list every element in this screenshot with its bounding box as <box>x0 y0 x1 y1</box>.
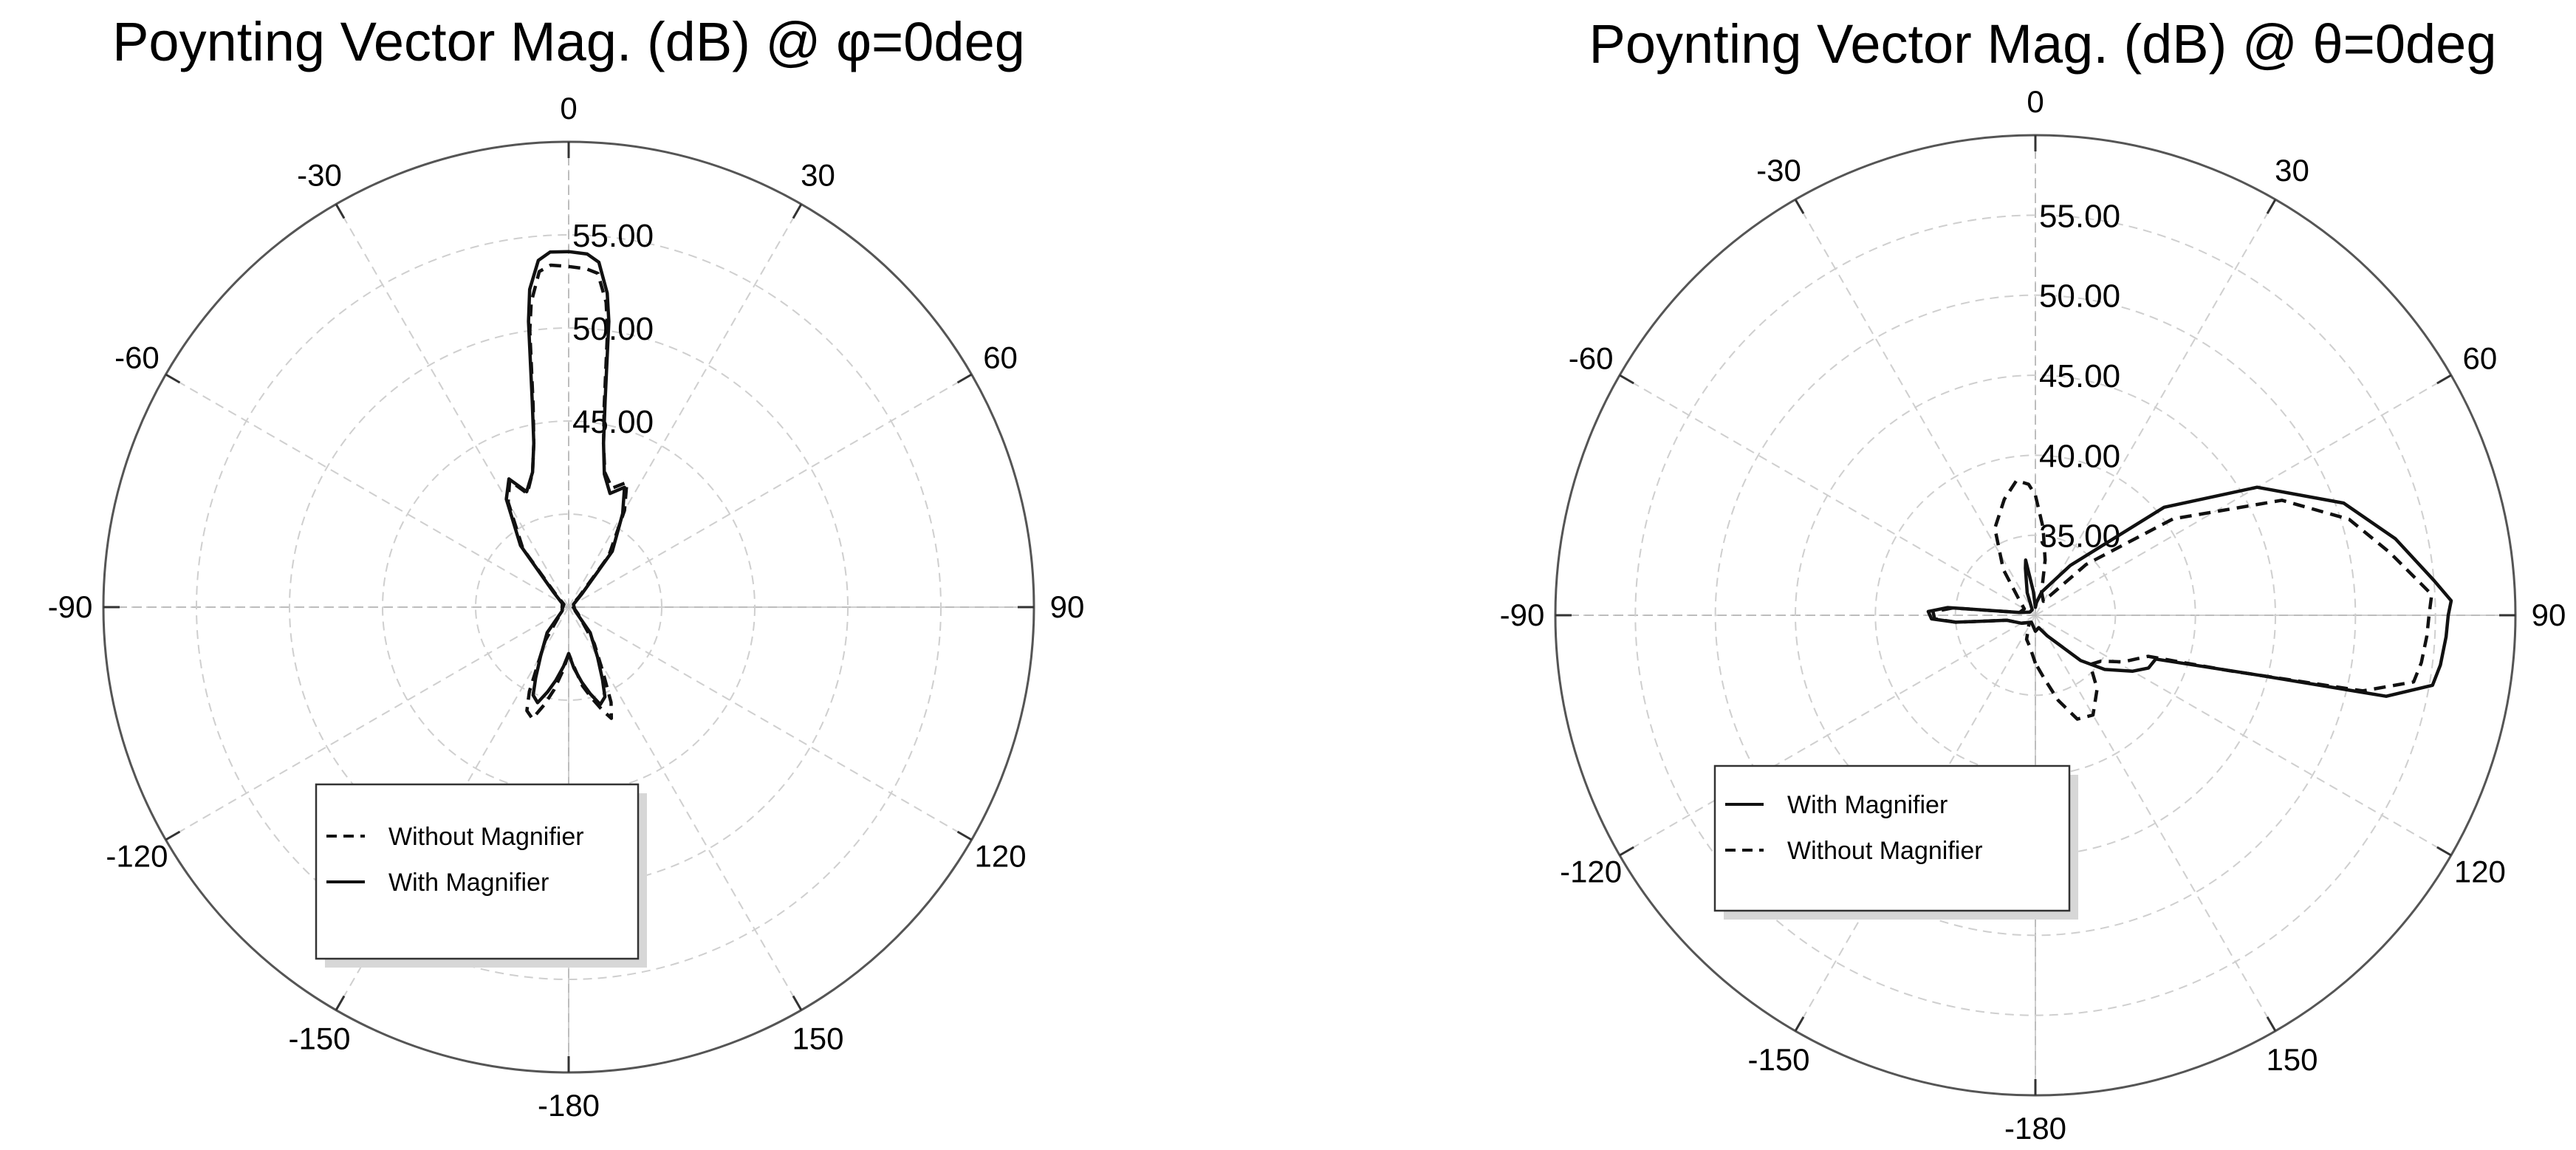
grid-spoke <box>165 374 569 608</box>
angle-tick <box>2436 374 2452 385</box>
legend: Without Magnifier With Magnifier <box>315 783 647 968</box>
grid-ring <box>1954 534 2117 696</box>
angle-tick-label: -180 <box>2004 1111 2066 1146</box>
angle-tick-label: 150 <box>2266 1042 2318 1077</box>
series-without-magnifier <box>1931 479 2433 721</box>
angle-tick <box>956 373 973 384</box>
grid-ring <box>1634 214 2436 1016</box>
angle-tick <box>1794 1016 1805 1032</box>
grid-ring <box>475 513 662 701</box>
angle-tick-label: 120 <box>975 839 1027 874</box>
angle-tick-label: -150 <box>288 1021 350 1056</box>
grid-spoke <box>335 203 569 608</box>
angle-tick <box>165 830 181 841</box>
legend-box <box>1713 764 2071 912</box>
grid-ring <box>382 420 756 794</box>
radial-tick-label: 55.00 <box>572 218 654 254</box>
polar-chart-2: Poynting Vector Mag. (dB) @ θ=0deg 0 30 60 9… <box>1500 13 2566 1146</box>
angle-tick-label: -60 <box>1569 341 1614 376</box>
angle-tick-label: 120 <box>2454 855 2506 889</box>
legend-box <box>315 783 640 960</box>
legend-label: With Magnifier <box>1787 791 1948 819</box>
grid-spoke <box>568 606 802 1011</box>
series-without-magnifier <box>506 263 629 721</box>
angle-tick <box>1619 374 1634 385</box>
angle-tick <box>792 203 803 219</box>
grid-ring <box>1714 294 2357 937</box>
angle-tick <box>792 995 803 1011</box>
angle-tick-label: 90 <box>2532 598 2566 632</box>
angle-tick <box>956 830 973 841</box>
radial-tick-label: 45.00 <box>2039 358 2120 394</box>
angle-tick-label: -120 <box>106 839 168 874</box>
angle-tick-label: -60 <box>114 340 160 375</box>
series-with-magnifier <box>504 250 626 707</box>
angle-tick-label: -150 <box>1747 1042 1809 1077</box>
legend: With Magnifier Without Magnifier <box>1713 764 2078 920</box>
angle-tick <box>1794 199 1805 214</box>
angle-tick-label: 0 <box>2027 84 2044 119</box>
grid-spoke <box>568 606 973 841</box>
angle-tick-label: -30 <box>297 157 342 192</box>
grid-ring <box>289 327 849 887</box>
angle-tick-label: 150 <box>792 1021 843 1056</box>
angle-tick-label: -90 <box>48 589 93 624</box>
radial-tick-label: 45.00 <box>572 404 654 440</box>
grid-ring <box>196 234 942 980</box>
angle-tick-label: 90 <box>1050 589 1085 624</box>
angle-tick-label: 60 <box>2463 341 2498 376</box>
chart-title: Poynting Vector Mag. (dB) @ φ=0deg <box>112 11 1025 72</box>
grid-spoke <box>165 606 569 841</box>
legend-label: Without Magnifier <box>1787 837 1983 865</box>
angle-tick <box>335 203 346 219</box>
polar-chart-1: Poynting Vector Mag. (dB) @ φ=0deg 0 30 60 9… <box>48 11 1085 1123</box>
angle-tick <box>2266 1016 2277 1032</box>
radial-tick-label: 40.00 <box>2039 438 2120 474</box>
angle-tick <box>335 995 346 1011</box>
angle-tick-label: 60 <box>983 340 1018 375</box>
angle-tick <box>2266 199 2277 214</box>
angle-tick <box>165 373 181 384</box>
grid-spoke <box>568 203 802 608</box>
angle-tick-label: 30 <box>801 157 835 192</box>
angle-tick-label: -180 <box>538 1088 600 1123</box>
chart-title: Poynting Vector Mag. (dB) @ θ=0deg <box>1589 13 2497 75</box>
angle-tick <box>1619 846 1634 857</box>
grid-spoke <box>568 374 973 608</box>
radial-tick-label: 55.00 <box>2039 198 2120 234</box>
angle-tick-label: -120 <box>1560 855 1622 889</box>
angle-tick <box>2436 846 2452 857</box>
radial-tick-label: 50.00 <box>572 311 654 347</box>
angle-tick-label: 0 <box>560 91 577 126</box>
series-with-magnifier <box>1926 485 2453 698</box>
legend-label: With Magnifier <box>388 869 549 897</box>
radial-tick-label: 50.00 <box>2039 278 2120 315</box>
legend-label: Without Magnifier <box>388 823 584 851</box>
angle-tick-label: -90 <box>1500 598 1545 632</box>
radial-tick-label: 35.00 <box>2039 518 2120 555</box>
angle-tick-label: -30 <box>1756 153 1801 188</box>
angle-tick-label: 30 <box>2275 153 2309 188</box>
